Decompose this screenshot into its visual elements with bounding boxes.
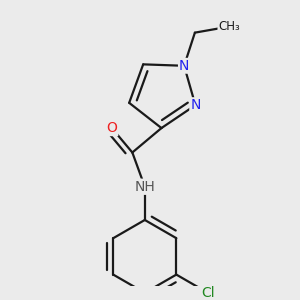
Text: O: O — [106, 121, 117, 135]
Text: H: H — [140, 180, 150, 194]
Text: N: N — [190, 98, 201, 112]
Text: Cl: Cl — [201, 286, 215, 300]
Text: CH₃: CH₃ — [218, 20, 240, 33]
Text: NH: NH — [134, 180, 155, 194]
Text: N: N — [179, 59, 189, 73]
